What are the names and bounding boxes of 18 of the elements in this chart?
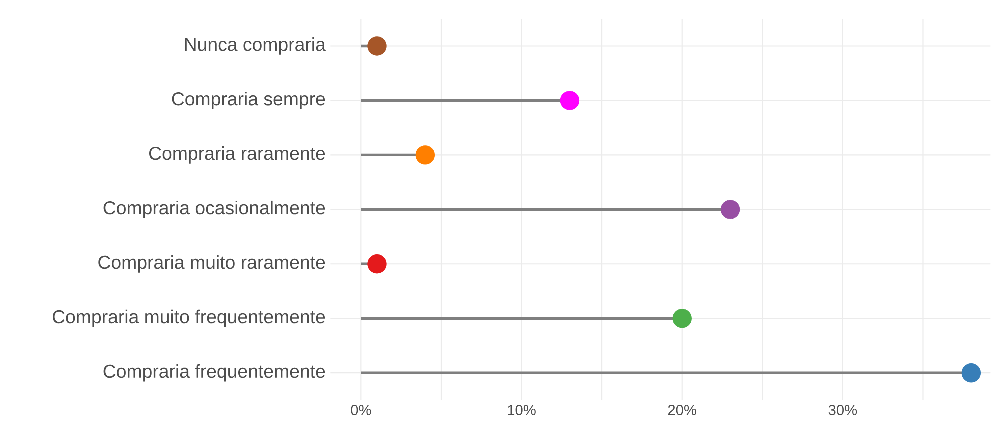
point <box>672 309 692 328</box>
x-tick-label: 10% <box>508 405 536 416</box>
point <box>962 363 982 383</box>
y-tick-label: Compraria raramente <box>150 146 326 164</box>
y-tick-label: Compraria frequentemente <box>104 364 326 382</box>
point <box>416 146 436 165</box>
y-tick-label: Compraria sempre <box>172 92 326 110</box>
x-tick-label: 20% <box>668 405 696 416</box>
x-tick-label: 30% <box>828 405 858 416</box>
y-tick-label: Compraria muito raramente <box>98 255 326 273</box>
y-tick-label: Compraria muito frequentemente <box>52 310 326 328</box>
point <box>368 254 387 274</box>
point <box>560 91 580 110</box>
point <box>720 200 740 220</box>
point <box>368 36 387 56</box>
y-tick-label: Compraria ocasionalmente <box>104 200 326 218</box>
x-tick-label: 0% <box>351 405 372 416</box>
y-tick-label: Nunca compraria <box>185 38 326 55</box>
